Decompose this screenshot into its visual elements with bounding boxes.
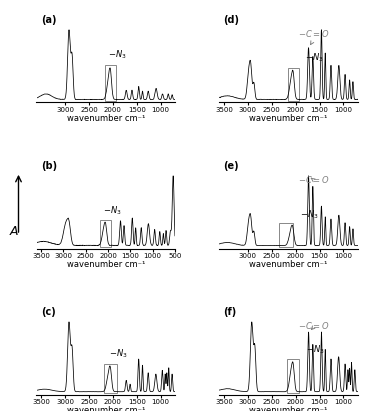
Text: (d): (d) (223, 15, 239, 25)
Text: (e): (e) (223, 161, 239, 171)
Bar (287, 359, 299, 393)
Text: $-C{=}O$: $-C{=}O$ (298, 320, 330, 331)
Bar (104, 364, 117, 393)
Text: (a): (a) (41, 15, 56, 25)
Text: $-N_3$: $-N_3$ (300, 208, 319, 221)
X-axis label: wavenumber cm⁻¹: wavenumber cm⁻¹ (66, 114, 145, 123)
X-axis label: wavenumber cm⁻¹: wavenumber cm⁻¹ (249, 260, 328, 269)
X-axis label: wavenumber cm⁻¹: wavenumber cm⁻¹ (249, 406, 328, 411)
Text: $-N_3$: $-N_3$ (305, 51, 323, 64)
Text: $-C{=}O$: $-C{=}O$ (298, 28, 329, 44)
Text: (c): (c) (41, 307, 55, 317)
X-axis label: wavenumber cm⁻¹: wavenumber cm⁻¹ (66, 406, 145, 411)
Bar (100, 220, 111, 247)
Text: A: A (10, 225, 19, 238)
Text: $-N_3$: $-N_3$ (108, 49, 127, 61)
Text: $-N_3$: $-N_3$ (306, 343, 324, 356)
Bar (288, 68, 299, 101)
Bar (279, 223, 293, 247)
Text: (f): (f) (223, 307, 237, 317)
X-axis label: wavenumber cm⁻¹: wavenumber cm⁻¹ (66, 260, 145, 269)
Text: (b): (b) (41, 161, 57, 171)
X-axis label: wavenumber cm⁻¹: wavenumber cm⁻¹ (249, 114, 328, 123)
Bar (105, 65, 116, 101)
Text: $-C{=}O$: $-C{=}O$ (298, 174, 330, 185)
Text: $-N_3$: $-N_3$ (109, 348, 128, 360)
Text: $-N_3$: $-N_3$ (104, 205, 122, 217)
